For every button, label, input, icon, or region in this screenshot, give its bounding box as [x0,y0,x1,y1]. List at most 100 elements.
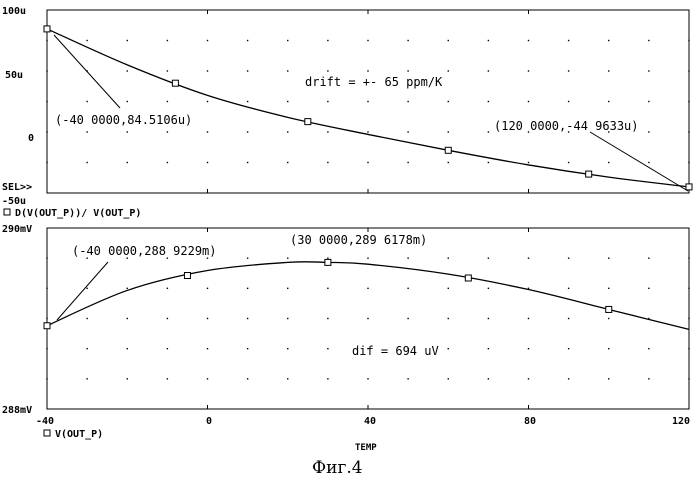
grid-dot [528,348,529,349]
grid-dot [287,348,288,349]
bottom-series-marker [184,273,190,279]
grid-dot [247,378,248,379]
bottom-legend-marker [44,430,50,436]
top-series-marker [44,26,50,32]
grid-dot [528,318,529,319]
grid-dot [167,131,168,132]
grid-dot [608,318,609,319]
grid-dot [568,40,569,41]
bottom-ytick-label: 288mV [2,405,32,416]
top-annotation-drift: drift = +- 65 ppm/K [305,75,443,89]
grid-dot [127,131,128,132]
grid-dot [327,70,328,71]
grid-dot [448,131,449,132]
top-legend: D(V(OUT_P))/ V(OUT_P) [15,208,141,219]
grid-dot [367,40,368,41]
grid-dot [86,101,87,102]
grid-dot [287,101,288,102]
grid-dot [448,101,449,102]
grid-dot [86,288,87,289]
grid-dot [648,257,649,258]
grid-dot [86,162,87,163]
grid-dot [167,348,168,349]
grid-dot [247,318,248,319]
bottom-annotation-start: (-40 0000,288 9229m) [72,244,217,258]
grid-dot [407,288,408,289]
grid-dot [287,257,288,258]
figure-caption: Фиг.4 [312,458,363,478]
bottom-ytick-label: 290mV [2,224,32,235]
grid-dot [367,162,368,163]
grid-dot [167,378,168,379]
bottom-series-line [47,262,689,330]
grid-dot [568,288,569,289]
grid-dot [407,101,408,102]
grid-dot [608,40,609,41]
grid-dot [247,257,248,258]
grid-dot [367,70,368,71]
grid-dot [167,288,168,289]
grid-dot [568,378,569,379]
grid-dot [207,70,208,71]
top-annotation-end: (120 0000,-44 9633u) [494,119,639,133]
grid-dot [247,70,248,71]
grid-dot [86,318,87,319]
grid-dot [688,162,689,163]
grid-dot [46,162,47,163]
grid-dot [448,378,449,379]
bottom-series-marker [606,306,612,312]
top-series-marker [445,147,451,153]
grid-dot [367,131,368,132]
grid-dot [407,162,408,163]
grid-dot [327,257,328,258]
grid-dot [568,348,569,349]
grid-dot [488,318,489,319]
grid-dot [86,40,87,41]
grid-dot [407,70,408,71]
grid-dot [688,101,689,102]
top-grid [46,10,689,193]
grid-dot [327,378,328,379]
grid-dot [608,348,609,349]
grid-dot [488,348,489,349]
top-ytick-label: 50u [5,70,23,81]
grid-dot [247,101,248,102]
grid-dot [46,70,47,71]
grid-dot [327,348,328,349]
top-series-marker [686,184,692,190]
grid-dot [46,40,47,41]
grid-dot [448,348,449,349]
grid-dot [568,101,569,102]
grid-dot [287,40,288,41]
grid-dot [127,162,128,163]
grid-dot [648,348,649,349]
grid-dot [46,131,47,132]
grid-dot [247,348,248,349]
grid-dot [448,162,449,163]
grid-dot [648,40,649,41]
grid-dot [167,162,168,163]
grid-dot [688,288,689,289]
leader-line [590,132,688,191]
grid-dot [488,378,489,379]
grid-dot [448,70,449,71]
grid-dot [127,378,128,379]
grid-dot [86,348,87,349]
grid-dot [247,288,248,289]
grid-dot [127,288,128,289]
grid-dot [568,162,569,163]
grid-dot [488,162,489,163]
grid-dot [528,257,529,258]
grid-dot [207,162,208,163]
grid-dot [127,348,128,349]
grid-dot [167,101,168,102]
top-ytick-label: -50u [2,196,26,207]
grid-dot [528,40,529,41]
xtick-label: 0 [206,416,212,427]
grid-dot [528,101,529,102]
top-series-marker [305,119,311,125]
grid-dot [86,378,87,379]
grid-dot [207,131,208,132]
top-ytick-label: 100u [2,6,26,17]
leader-line [54,35,120,108]
